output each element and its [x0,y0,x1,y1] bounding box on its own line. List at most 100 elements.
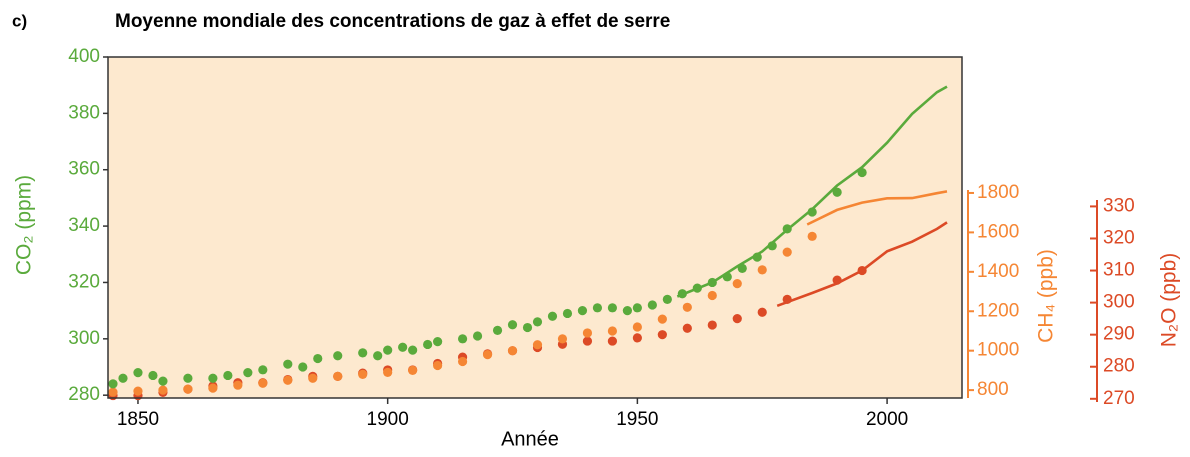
data-point [522,322,533,333]
data-point [148,370,158,381]
data-point [807,231,817,241]
data-point [383,367,393,377]
data-point [782,247,792,257]
data-point [632,333,642,343]
y-tick-label: 280 [68,384,100,405]
data-point [233,380,243,390]
x-tick-label: 1950 [616,409,658,430]
data-point [408,365,418,375]
data-point [607,303,618,313]
data-point [582,336,593,346]
data-point [283,375,293,385]
data-point [313,353,323,364]
data-point [662,294,672,304]
data-point [707,320,717,330]
data-point [223,370,233,381]
plot-frame [107,56,963,399]
data-point [547,311,558,321]
data-point [647,300,657,310]
data-point [433,360,443,371]
y-tick-label: 300 [68,328,100,349]
data-point [208,373,218,383]
y2-tick-label: 800 [977,379,1009,400]
data-point [592,303,603,313]
data-point [622,306,632,316]
data-point [507,346,518,356]
data-point [492,325,503,335]
y3-axis-label: N₂O (ppb) [1158,253,1181,348]
y3-tick-label: 300 [1103,292,1135,313]
data-point [433,337,443,347]
data-point [757,307,767,317]
data-point [133,386,143,396]
data-point [457,334,468,344]
y2-tick-label: 1800 [977,182,1019,203]
y-tick-label: 340 [68,215,100,236]
data-point [577,306,588,316]
y-tick-label: 360 [68,159,100,180]
data-point [757,265,767,275]
data-point [373,351,383,361]
y3-tick-label: 310 [1103,260,1135,281]
data-point [258,378,268,388]
data-point [532,317,543,327]
y3-tick-label: 290 [1103,324,1135,345]
data-point [562,308,573,319]
data-point [183,373,193,383]
data-point [472,331,483,341]
data-point [308,373,318,383]
data-point [358,348,368,358]
data-point [333,371,343,381]
y2-tick-label: 1000 [977,340,1019,361]
data-point [133,368,143,378]
data-line [676,85,948,298]
data-point [108,387,118,397]
data-point [283,359,293,369]
y-tick-label: 380 [68,102,100,123]
data-line [806,190,948,226]
x-tick-label: 1850 [117,409,159,430]
data-point [358,369,368,379]
data-point [682,323,692,333]
panel-label: c) [12,11,27,30]
x-tick-label: 1900 [367,409,409,430]
data-point [298,362,308,372]
y2-tick-label: 1400 [977,261,1019,282]
data-point [383,345,393,355]
data-point [632,303,642,313]
data-point [607,326,618,336]
data-point [408,345,418,355]
y3-tick-label: 330 [1103,195,1135,216]
y2-tick-label: 1200 [977,300,1019,321]
data-point [832,187,842,197]
data-point [118,373,128,383]
data-line [776,221,948,308]
y3-tick-label: 320 [1103,227,1135,248]
y3-tick-label: 270 [1103,388,1135,409]
data-point [657,314,667,324]
data-point [632,322,642,332]
data-point [423,339,433,350]
data-point [607,336,618,346]
y2-axis-label: CH₄ (ppb) [1035,249,1058,343]
y-tick-label: 400 [68,46,100,67]
data-point [158,376,168,386]
y3-tick-label: 280 [1103,356,1135,377]
data-point [333,351,343,361]
data-point [732,314,742,324]
data-point [158,385,168,395]
x-axis-label: Année [501,428,559,450]
data-point [732,279,742,289]
data-point [707,290,717,301]
data-point [258,365,268,375]
data-point [108,379,118,389]
chart-title: Moyenne mondiale des concentrations de g… [115,11,670,32]
data-point [243,368,253,378]
data-point [507,320,518,330]
y-axis-label: CO₂ (ppm) [13,175,36,275]
data-point [482,350,493,360]
data-point [183,384,193,394]
data-point [582,328,593,338]
data-point [457,356,468,367]
